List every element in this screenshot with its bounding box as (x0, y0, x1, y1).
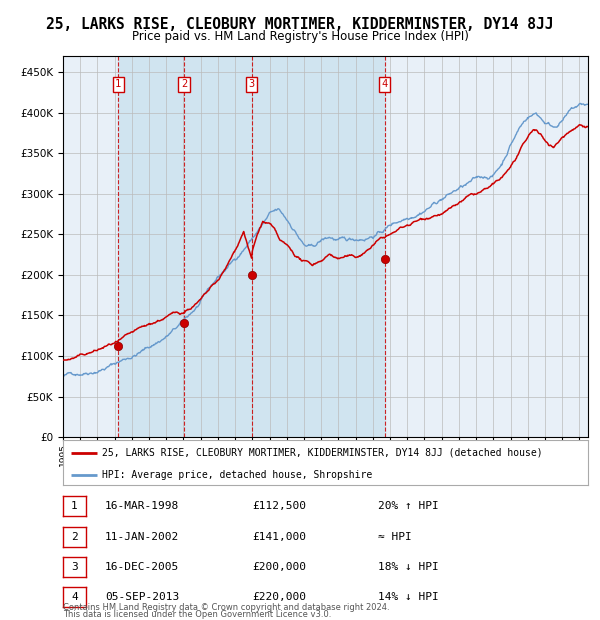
Text: £200,000: £200,000 (252, 562, 306, 572)
Text: 2: 2 (71, 531, 78, 542)
Text: 4: 4 (382, 79, 388, 89)
Text: 14% ↓ HPI: 14% ↓ HPI (378, 592, 439, 603)
Text: 2: 2 (181, 79, 187, 89)
Bar (251, 56, 385, 437)
Text: Price paid vs. HM Land Registry's House Price Index (HPI): Price paid vs. HM Land Registry's House … (131, 30, 469, 43)
Bar (184, 56, 251, 437)
Text: £112,500: £112,500 (252, 501, 306, 512)
Text: 18% ↓ HPI: 18% ↓ HPI (378, 562, 439, 572)
Text: ≈ HPI: ≈ HPI (378, 531, 412, 542)
Text: HPI: Average price, detached house, Shropshire: HPI: Average price, detached house, Shro… (103, 470, 373, 480)
Text: 4: 4 (71, 592, 78, 603)
Text: 20% ↑ HPI: 20% ↑ HPI (378, 501, 439, 512)
Text: £220,000: £220,000 (252, 592, 306, 603)
Text: 16-DEC-2005: 16-DEC-2005 (105, 562, 179, 572)
Text: 25, LARKS RISE, CLEOBURY MORTIMER, KIDDERMINSTER, DY14 8JJ (detached house): 25, LARKS RISE, CLEOBURY MORTIMER, KIDDE… (103, 448, 543, 458)
Text: £141,000: £141,000 (252, 531, 306, 542)
Text: This data is licensed under the Open Government Licence v3.0.: This data is licensed under the Open Gov… (63, 609, 331, 619)
Text: 25, LARKS RISE, CLEOBURY MORTIMER, KIDDERMINSTER, DY14 8JJ: 25, LARKS RISE, CLEOBURY MORTIMER, KIDDE… (46, 17, 554, 32)
Text: Contains HM Land Registry data © Crown copyright and database right 2024.: Contains HM Land Registry data © Crown c… (63, 603, 389, 612)
Text: 05-SEP-2013: 05-SEP-2013 (105, 592, 179, 603)
Text: 11-JAN-2002: 11-JAN-2002 (105, 531, 179, 542)
Text: 3: 3 (248, 79, 255, 89)
Bar (118, 56, 184, 437)
Text: 16-MAR-1998: 16-MAR-1998 (105, 501, 179, 512)
Text: 1: 1 (115, 79, 121, 89)
Text: 1: 1 (71, 501, 78, 512)
Text: 3: 3 (71, 562, 78, 572)
